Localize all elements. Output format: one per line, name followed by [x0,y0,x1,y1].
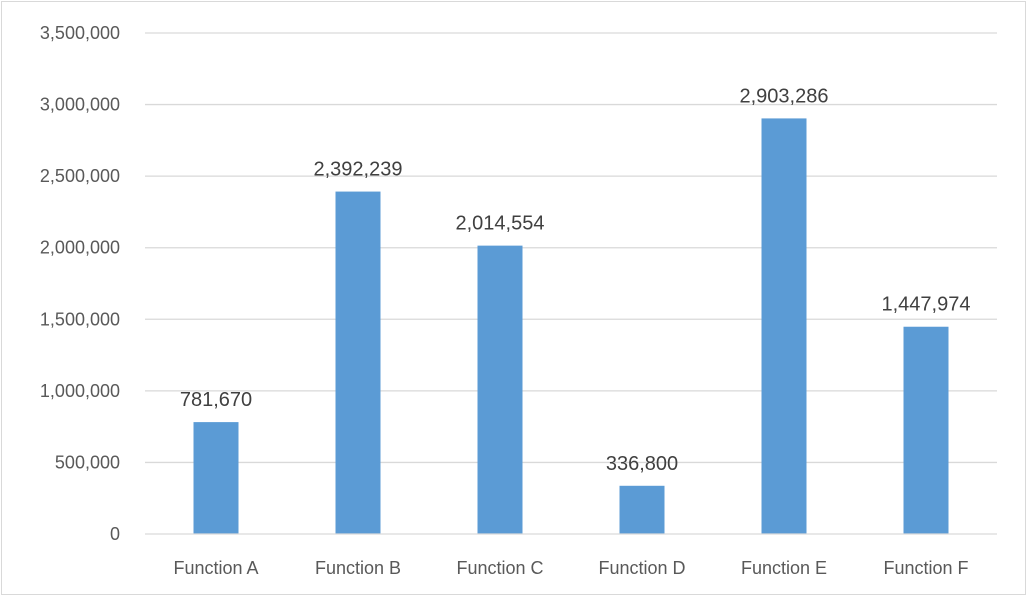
gridlines [145,32,997,464]
data-label: 1,447,974 [882,294,971,316]
data-label: 2,392,239 [314,159,403,181]
bars [193,118,949,535]
bar [903,326,949,534]
x-tick-label: Function D [598,558,685,578]
data-label: 2,903,286 [740,85,829,107]
x-tick-label: Function B [315,558,401,578]
y-tick-label: 2,000,000 [40,238,120,258]
bar [619,485,665,534]
data-labels: 781,670 2,392,239 2,014,554 336,800 2,903,28… [180,85,971,474]
data-label: 2,014,554 [456,213,545,235]
x-axis-tick-labels: Function A Function B Function C Function D… [173,558,968,578]
y-tick-label: 1,500,000 [40,309,120,329]
y-tick-label: 1,000,000 [40,381,120,401]
bar [761,118,807,534]
x-tick-label: Function A [173,558,258,578]
x-tick-label: Function F [883,558,968,578]
x-tick-label: Function C [456,558,543,578]
y-tick-label: 0 [110,524,120,544]
data-label: 781,670 [180,389,252,411]
y-axis-tick-labels: 0 500,000 1,000,000 1,500,000 2,000,000 2,500… [40,23,120,544]
y-tick-label: 2,500,000 [40,166,120,186]
y-tick-label: 500,000 [55,452,120,472]
data-label: 336,800 [606,453,678,475]
y-tick-label: 3,000,000 [40,95,120,115]
y-tick-label: 3,500,000 [40,23,120,43]
bar [193,422,239,534]
x-tick-label: Function E [741,558,827,578]
bar [335,191,381,535]
bar [477,245,523,534]
